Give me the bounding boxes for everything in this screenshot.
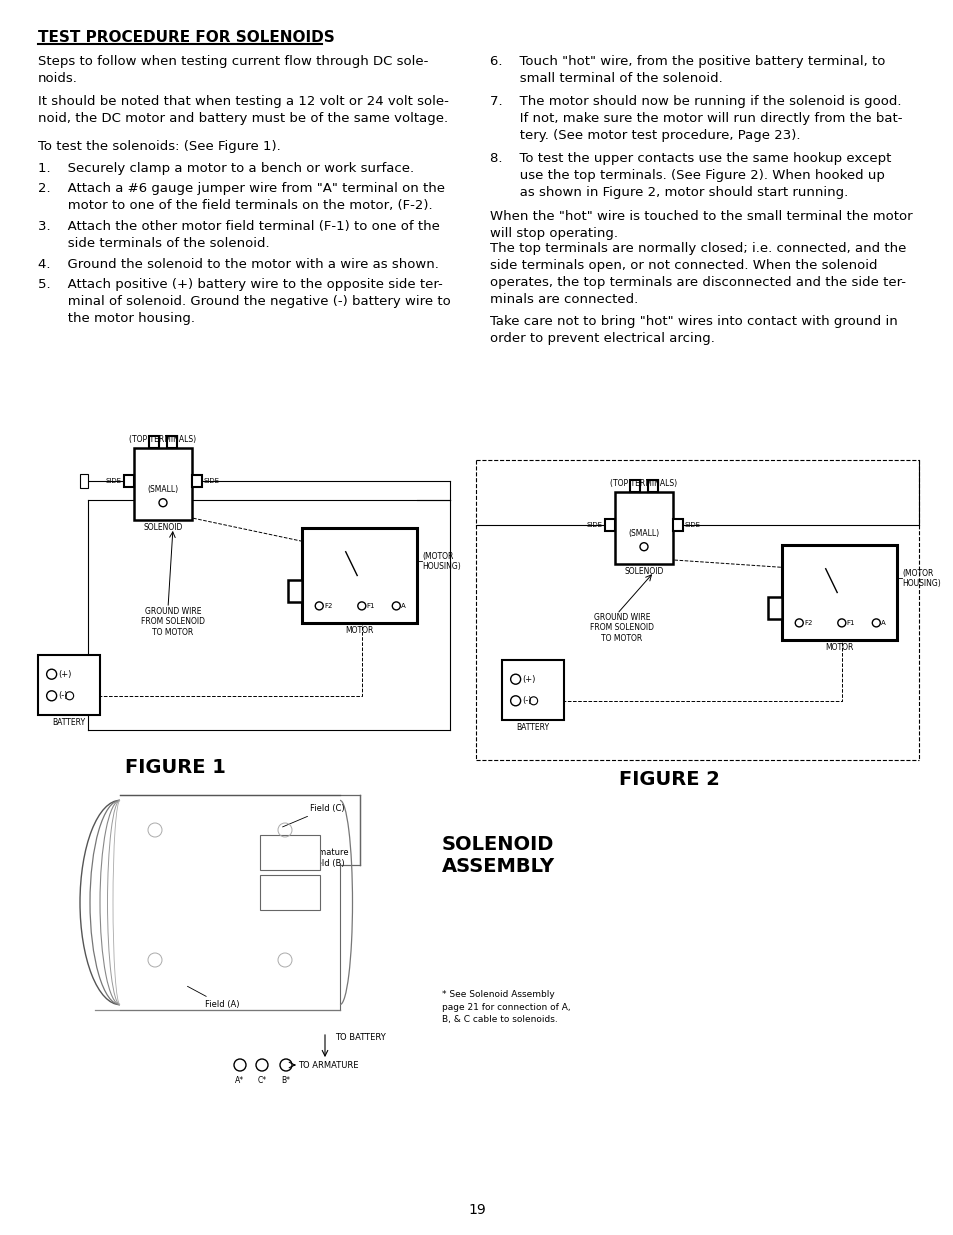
Bar [781,545,896,640]
Bar [672,520,682,531]
Text: F1: F1 [846,620,855,626]
Bar [133,448,192,520]
Text: When the "hot" wire is touched to the small terminal the motor
will stop operati: When the "hot" wire is touched to the sm… [490,210,912,240]
Text: SOLENOID
ASSEMBLY: SOLENOID ASSEMBLY [441,835,555,876]
Text: FIGURE 1: FIGURE 1 [125,758,225,777]
Text: BATTERY: BATTERY [516,722,549,732]
Bar [767,598,781,619]
Text: Take care not to bring "hot" wires into contact with ground in
order to prevent : Take care not to bring "hot" wires into … [490,315,897,345]
Text: 2.    Attach a #6 gauge jumper wire from "A" terminal on the
       motor to one: 2. Attach a #6 gauge jumper wire from "A… [38,182,444,212]
Text: FIGURE 2: FIGURE 2 [618,769,719,789]
Text: * See Solenoid Assembly
page 21 for connection of A,
B, & C cable to solenoids.: * See Solenoid Assembly page 21 for conn… [441,990,570,1024]
Text: 3.    Attach the other motor field terminal (F-1) to one of the
       side term: 3. Attach the other motor field terminal… [38,220,439,249]
Text: (TOP TERMINALS): (TOP TERMINALS) [130,435,196,445]
Text: (+): (+) [522,674,536,684]
Bar [629,480,639,492]
Text: 8.    To test the upper contacts use the same hookup except
       use the top t: 8. To test the upper contacts use the sa… [490,152,890,199]
Text: (+): (+) [58,669,71,679]
Text: (MOTOR
HOUSING): (MOTOR HOUSING) [901,568,940,588]
Text: B*: B* [281,1076,291,1086]
Text: (-): (-) [522,697,532,705]
Text: GROUND WIRE
FROM SOLENOID
TO MOTOR: GROUND WIRE FROM SOLENOID TO MOTOR [141,608,205,637]
Text: F2: F2 [803,620,812,626]
Bar [192,475,202,488]
Bar [604,520,615,531]
Text: Armature
Field (B): Armature Field (B) [273,848,349,869]
Bar [288,580,302,603]
Text: 6.    Touch "hot" wire, from the positive battery terminal, to
       small term: 6. Touch "hot" wire, from the positive b… [490,56,884,85]
Text: Steps to follow when testing current flow through DC sole-
noids.: Steps to follow when testing current flo… [38,56,428,85]
Text: TEST PROCEDURE FOR SOLENOIDS: TEST PROCEDURE FOR SOLENOIDS [38,30,335,44]
Text: 5.    Attach positive (+) battery wire to the opposite side ter-
       minal of: 5. Attach positive (+) battery wire to t… [38,278,450,325]
Text: Field (A): Field (A) [187,987,239,1009]
Text: Field (C): Field (C) [282,804,344,827]
Bar [647,480,658,492]
Text: A*: A* [235,1076,244,1086]
Bar [260,835,319,869]
Text: To test the solenoids: (See Figure 1).: To test the solenoids: (See Figure 1). [38,140,280,153]
Text: 1.    Securely clamp a motor to a bench or work surface.: 1. Securely clamp a motor to a bench or … [38,162,414,175]
Text: TO BATTERY: TO BATTERY [335,1034,385,1042]
Text: BATTERY: BATTERY [52,718,86,727]
Text: TO ARMATURE: TO ARMATURE [297,1061,358,1070]
Text: (SMALL): (SMALL) [628,530,659,538]
Bar [615,492,672,564]
Text: SIDE: SIDE [204,478,220,484]
Text: (SMALL): (SMALL) [148,485,178,494]
Text: 19: 19 [468,1203,485,1216]
Text: F2: F2 [324,603,333,609]
Text: GROUND WIRE
FROM SOLENOID
TO MOTOR: GROUND WIRE FROM SOLENOID TO MOTOR [589,613,654,643]
Bar [302,529,416,622]
Bar [124,475,133,488]
Text: SIDE: SIDE [586,522,602,529]
Bar [38,655,100,715]
Text: A: A [401,603,406,609]
Text: (-): (-) [58,692,68,700]
Text: The top terminals are normally closed; i.e. connected, and the
side terminals op: The top terminals are normally closed; i… [490,242,905,306]
Text: MOTOR: MOTOR [824,643,853,652]
Bar [149,436,159,448]
Text: SIDE: SIDE [106,478,122,484]
Text: F1: F1 [366,603,375,609]
Bar [167,436,177,448]
Bar [501,659,563,720]
Text: It should be noted that when testing a 12 volt or 24 volt sole-
noid, the DC mot: It should be noted that when testing a 1… [38,95,449,125]
Text: SIDE: SIDE [684,522,700,529]
Text: 7.    The motor should now be running if the solenoid is good.
       If not, ma: 7. The motor should now be running if th… [490,95,902,142]
Text: 4.    Ground the solenoid to the motor with a wire as shown.: 4. Ground the solenoid to the motor with… [38,258,438,270]
Text: C*: C* [257,1076,266,1086]
Bar [260,876,319,910]
Text: MOTOR: MOTOR [345,626,374,635]
Text: (TOP TERMINALS): (TOP TERMINALS) [610,479,677,488]
Text: (MOTOR
HOUSING): (MOTOR HOUSING) [421,552,460,571]
Bar [80,474,88,488]
Text: A: A [881,620,885,626]
Text: SOLENOID: SOLENOID [143,522,182,532]
Text: SOLENOID: SOLENOID [623,567,663,576]
